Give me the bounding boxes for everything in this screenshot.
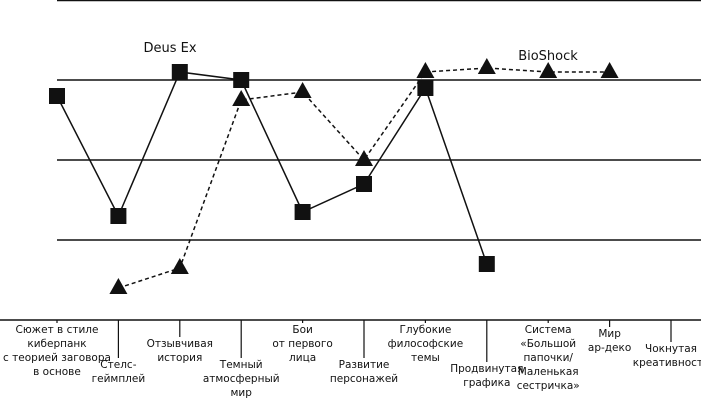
x-tick-label: Сюжет в стиле киберпанк с теорией заговора… <box>3 324 111 378</box>
x-tick-label: Глубокие философские темы <box>388 324 464 364</box>
marker <box>232 90 251 106</box>
x-tick-label: Отзывчивая история <box>147 338 213 364</box>
x-tick-label: Бои от первого лица <box>272 324 332 364</box>
marker <box>478 256 495 272</box>
marker <box>477 58 496 74</box>
marker <box>417 80 434 96</box>
x-tick-label: Система «Большой папочки/Маленькая сестричк… <box>517 324 580 392</box>
marker <box>293 82 312 98</box>
marker <box>171 64 188 80</box>
marker <box>600 62 619 78</box>
series-label: Deus Ex <box>143 41 196 56</box>
marker <box>356 176 372 192</box>
marker <box>110 208 127 224</box>
marker <box>539 62 558 78</box>
x-tick-label: Продвинутая графика <box>450 363 523 389</box>
x-tick-label: Чокнутаякреативность <box>633 343 701 369</box>
marker <box>416 62 435 78</box>
marker <box>109 278 128 294</box>
marker <box>170 258 189 274</box>
series-line <box>56 71 488 265</box>
x-tick-label: Темный атмосферный мир <box>203 359 280 399</box>
x-tick-label: Мир ар-деко <box>588 328 631 354</box>
x-tick-label: Стелс-геймплей <box>92 359 146 385</box>
marker <box>233 72 250 88</box>
series-label: BioShock <box>518 49 578 64</box>
marker <box>49 88 65 104</box>
marker <box>355 150 373 166</box>
x-tick-label: Развитие персонажей <box>330 359 398 385</box>
marker <box>294 204 311 220</box>
